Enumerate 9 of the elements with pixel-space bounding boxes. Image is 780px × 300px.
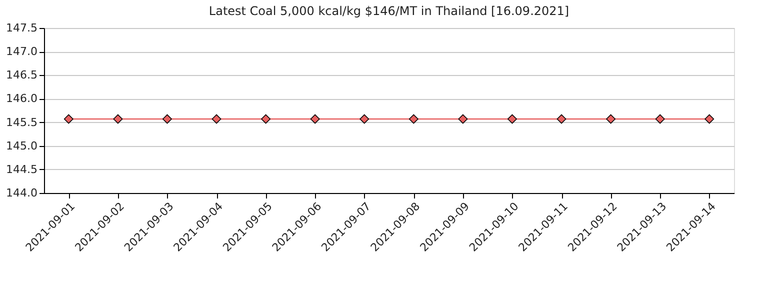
y-tick-label: 144.0: [6, 186, 38, 200]
y-tick-label: 146.5: [6, 68, 38, 82]
chart-title: Latest Coal 5,000 kcal/kg $146/MT in Thailand [16.09.2021]: [208, 4, 570, 18]
y-tick-label: 144.5: [6, 162, 38, 176]
y-tick-label: 145.0: [6, 139, 38, 152]
y-tick-label: 147.5: [6, 22, 38, 34]
y-tick-label: 145.5: [6, 116, 38, 129]
y-tick-label: 147.0: [6, 45, 38, 58]
y-tick-label: 146.0: [6, 92, 38, 106]
